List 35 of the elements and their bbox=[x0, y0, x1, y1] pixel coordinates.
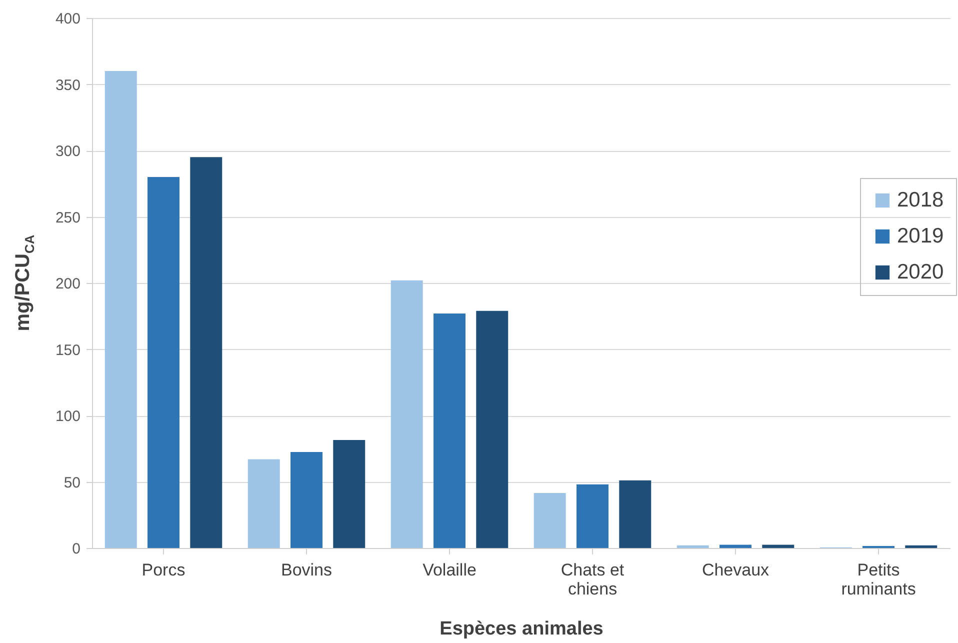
y-tick-label: 200 bbox=[55, 276, 80, 292]
y-tick-label: 100 bbox=[55, 408, 80, 425]
y-tick-label: 300 bbox=[55, 143, 80, 160]
bar bbox=[248, 459, 280, 548]
y-tick-label: 0 bbox=[72, 540, 80, 558]
x-tick-label: Volaille bbox=[422, 560, 476, 580]
bar bbox=[905, 545, 938, 548]
y-tick-label: 50 bbox=[64, 474, 80, 492]
x-tick-label: Chats et chiens bbox=[560, 560, 624, 598]
bar bbox=[534, 493, 566, 548]
bar bbox=[619, 480, 652, 548]
bar bbox=[390, 280, 423, 548]
y-tick-label: 350 bbox=[55, 76, 80, 94]
y-tick-label: 250 bbox=[55, 209, 80, 226]
bar bbox=[576, 484, 608, 548]
bar bbox=[190, 157, 222, 548]
x-tick-label: Porcs bbox=[142, 560, 186, 580]
x-tick-label: Chevaux bbox=[702, 560, 770, 580]
x-tick-label: Bovins bbox=[280, 560, 332, 580]
legend-label: 2019 bbox=[897, 224, 944, 248]
bar bbox=[676, 545, 709, 548]
bar bbox=[148, 177, 180, 548]
x-axis-title: Espèces animales bbox=[440, 618, 604, 640]
y-tick-label: 400 bbox=[55, 10, 80, 28]
legend-label: 2020 bbox=[897, 260, 944, 284]
legend-label: 2018 bbox=[897, 188, 944, 212]
bar bbox=[104, 71, 137, 548]
bar bbox=[290, 452, 322, 548]
x-tick-label: Petits ruminants bbox=[841, 560, 916, 598]
y-tick-label: 150 bbox=[55, 342, 80, 359]
bar bbox=[762, 544, 794, 548]
bar bbox=[720, 544, 752, 548]
bar bbox=[476, 310, 508, 548]
bar bbox=[333, 440, 366, 548]
bar bbox=[434, 313, 466, 548]
